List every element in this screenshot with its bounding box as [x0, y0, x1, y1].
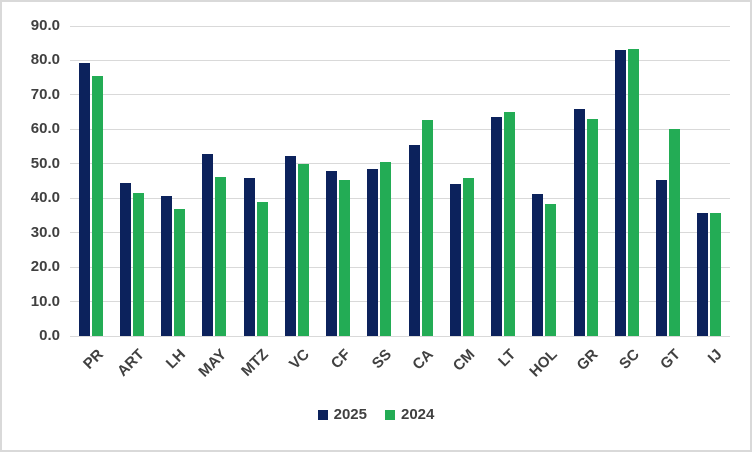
bar-2025-art: [119, 183, 131, 336]
x-axis-tick-label-lt: LT: [494, 346, 520, 371]
x-axis-tick-label-cm: CM: [449, 346, 478, 375]
gridline: [70, 232, 730, 234]
x-axis-tick-label-may: MAY: [195, 346, 231, 381]
y-axis-tick-label: 20.0: [30, 258, 60, 276]
bar-2024-art: [132, 193, 144, 336]
y-axis-tick-label: 40.0: [30, 189, 60, 207]
bar-2025-sc: [614, 50, 626, 336]
y-axis-tick-label: 50.0: [30, 154, 60, 172]
bar-group-pr: [70, 26, 111, 336]
legend-label: 2024: [401, 406, 435, 423]
bar-2024-lt: [504, 111, 516, 336]
x-axis-tick-label-ij: IJ: [704, 346, 726, 367]
gridline: [70, 94, 730, 96]
bar-2025-gr: [573, 109, 585, 336]
bar-2024-vc: [297, 164, 309, 336]
bar-2025-cm: [449, 184, 461, 336]
bar-group-ss: [359, 26, 400, 336]
bar-2024-pr: [91, 75, 103, 336]
x-axis-tick-label-lh: LH: [162, 346, 190, 373]
bar-group-sc: [606, 26, 647, 336]
bar-group-lt: [483, 26, 524, 336]
bar-2025-ss: [367, 168, 379, 336]
bar-2025-lh: [161, 196, 173, 336]
bar-2025-gt: [656, 180, 668, 336]
y-axis-tick-label: 30.0: [30, 223, 60, 241]
bar-2025-ca: [408, 144, 420, 336]
y-axis-tick-label: 10.0: [30, 292, 60, 310]
x-axis-tick-label-mtz: MTZ: [237, 346, 272, 380]
bar-2025-pr: [78, 62, 90, 336]
x-axis-tick-label-ss: SS: [369, 346, 396, 373]
bar-2024-sc: [627, 49, 639, 336]
gridline: [70, 59, 730, 61]
bar-2025-hol: [532, 193, 544, 336]
bar-2024-ij: [710, 213, 722, 336]
legend-swatch-2025: [317, 409, 328, 420]
x-axis-tick-label-gr: GR: [573, 346, 602, 374]
bar-2024-gr: [586, 118, 598, 336]
legend-label: 2025: [333, 406, 367, 423]
gridline: [70, 25, 730, 27]
bar-group-ij: [689, 26, 730, 336]
legend-item-2024: 2024: [385, 406, 434, 423]
bar-group-cm: [441, 26, 482, 336]
legend-swatch-2024: [385, 409, 395, 420]
bar-group-ca: [400, 26, 441, 336]
y-axis-tick-label: 0.0: [39, 327, 60, 344]
bar-2025-mtz: [243, 178, 255, 336]
bar-group-cf: [318, 26, 359, 336]
gridline: [70, 128, 730, 130]
bar-2024-ca: [421, 119, 433, 336]
bar-group-hol: [524, 26, 565, 336]
x-axis-tick-label-pr: PR: [79, 346, 107, 373]
bar-group-gt: [648, 26, 689, 336]
bar-2024-lh: [174, 208, 186, 336]
gridline: [70, 266, 730, 268]
legend: 2025 2024: [2, 406, 750, 423]
bar-2025-may: [202, 153, 214, 336]
x-axis-tick-label-sc: SC: [616, 346, 643, 373]
y-axis-tick-label: 80.0: [30, 51, 60, 69]
x-axis-tick-label-art: ART: [114, 346, 148, 380]
bar-2024-cf: [339, 179, 351, 336]
bar-2024-ss: [380, 162, 392, 336]
bar-2024-mtz: [256, 202, 268, 336]
x-axis-tick-label-hol: HOL: [525, 346, 561, 381]
bar-group-mtz: [235, 26, 276, 336]
x-axis-tick-label-ca: CA: [409, 346, 437, 374]
y-axis-tick-label: 60.0: [30, 120, 60, 138]
bar-2024-cm: [462, 177, 474, 336]
bar-group-lh: [153, 26, 194, 336]
legend-item-2025: 2025: [317, 406, 367, 423]
y-axis-tick-label: 70.0: [30, 85, 60, 103]
bar-group-may: [194, 26, 235, 336]
gridline: [70, 301, 730, 303]
x-axis-tick-label-cf: CF: [327, 346, 355, 373]
y-axis-tick-label: 90.0: [30, 17, 60, 34]
gridline: [70, 335, 730, 337]
bar-group-gr: [565, 26, 606, 336]
bar-2024-hol: [545, 204, 557, 336]
bar-2024-may: [215, 176, 227, 336]
bar-2024-gt: [669, 129, 681, 336]
bar-2025-lt: [491, 116, 503, 336]
gridline: [70, 163, 730, 165]
bar-group-vc: [276, 26, 317, 336]
bar-2025-ij: [697, 212, 709, 336]
x-axis-tick-label-gt: GT: [657, 346, 685, 373]
x-axis-tick-label-vc: VC: [286, 346, 313, 373]
bar-2025-vc: [284, 155, 296, 336]
bar-group-art: [111, 26, 152, 336]
gridline: [70, 197, 730, 199]
plot-area: [70, 25, 730, 337]
bar-2025-cf: [326, 170, 338, 336]
